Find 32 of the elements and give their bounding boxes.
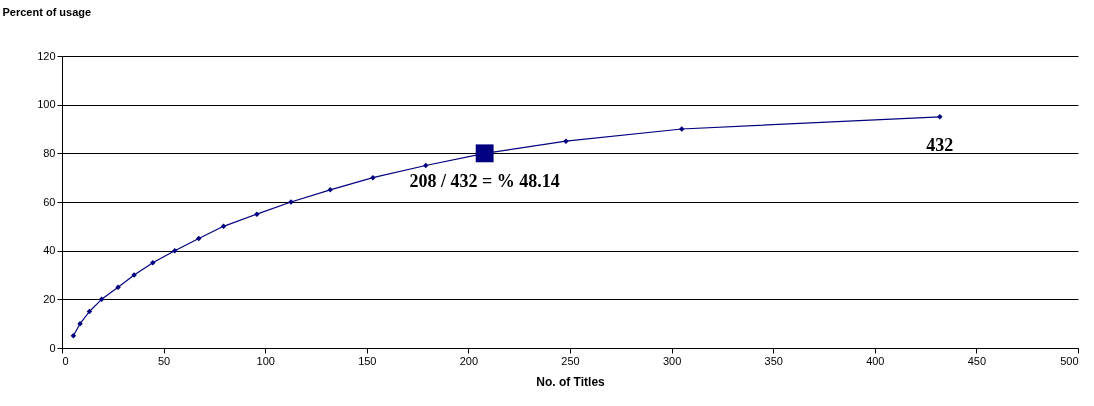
x-tick-label: 450 <box>967 354 987 367</box>
y-axis-title: Percent of usage <box>2 5 92 18</box>
x-tick-label: 300 <box>662 354 682 367</box>
point <box>150 260 156 266</box>
x-tick-label: 200 <box>459 354 479 367</box>
y-tick-label: 120 <box>37 49 56 62</box>
y-tick-label: 60 <box>43 195 56 208</box>
y-tick-label: 40 <box>43 244 56 257</box>
x-tick-label: 100 <box>256 354 275 367</box>
x-tick-label: 50 <box>157 354 171 367</box>
x-tick-label: 500 <box>1060 354 1079 367</box>
annotation: 432 <box>926 134 954 155</box>
y-tick-label: 20 <box>43 292 56 305</box>
point <box>77 320 83 327</box>
x-tick-label: 0 <box>62 354 69 367</box>
y-tick-label: 0 <box>49 341 56 354</box>
point <box>254 211 260 217</box>
y-tick-label: 100 <box>37 98 56 111</box>
x-tick-label: 350 <box>764 354 783 367</box>
point <box>70 333 77 339</box>
x-tick-label: 250 <box>561 354 580 367</box>
x-tick-label: 400 <box>866 354 885 367</box>
annotation: 208 / 432 = % 48.14 <box>409 171 560 192</box>
point <box>98 296 105 303</box>
x-tick-label: 150 <box>358 354 377 367</box>
point <box>172 247 178 254</box>
y-tick-label: 80 <box>43 146 56 159</box>
point <box>327 187 333 193</box>
point <box>370 174 376 181</box>
point <box>937 114 943 120</box>
x-axis-title: No. of Titles <box>536 374 606 389</box>
point <box>475 144 494 163</box>
